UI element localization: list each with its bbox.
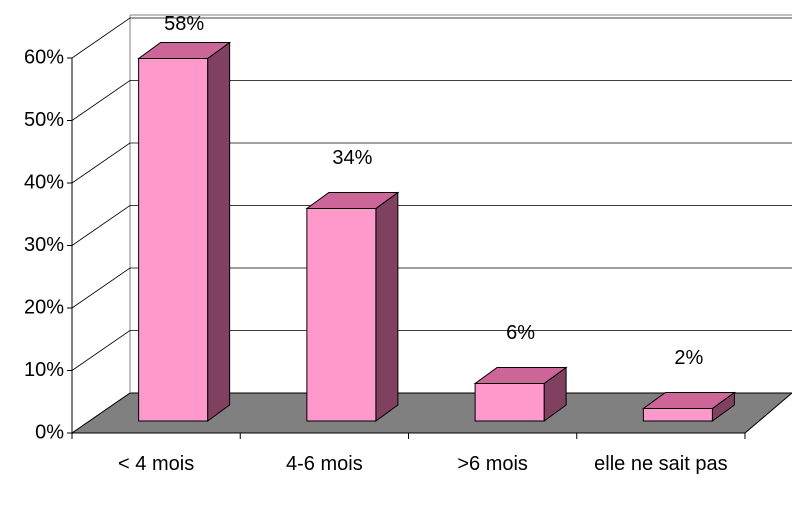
y-tick-label: 60% (24, 46, 64, 68)
grid-line (71, 267, 131, 309)
bar (138, 58, 209, 422)
bar-side (207, 41, 231, 422)
bar (306, 208, 377, 422)
bar (474, 383, 545, 422)
y-tick-label: 30% (24, 234, 64, 256)
bar-side (375, 191, 399, 422)
y-tick-label: 50% (24, 109, 64, 131)
y-tick-label: 20% (24, 296, 64, 318)
value-label: 58% (164, 13, 204, 35)
grid-line (71, 17, 131, 59)
bar (642, 408, 713, 422)
grid-line (71, 205, 131, 246)
y-tick-label: 40% (24, 171, 64, 193)
value-label: 6% (506, 322, 535, 344)
grid-line (71, 330, 131, 371)
grid-line (71, 142, 131, 184)
x-tick-label: < 4 mois (118, 453, 195, 475)
value-label: 34% (332, 147, 372, 169)
x-tick-label: 4-6 mois (286, 453, 363, 475)
y-tick-label: 10% (24, 359, 64, 381)
y-tick-label: 0% (35, 421, 64, 443)
x-tick-label: elle ne sait pas (594, 453, 728, 475)
x-tick-label: >6 mois (457, 453, 528, 475)
grid-line (71, 80, 131, 121)
value-label: 2% (674, 347, 703, 369)
